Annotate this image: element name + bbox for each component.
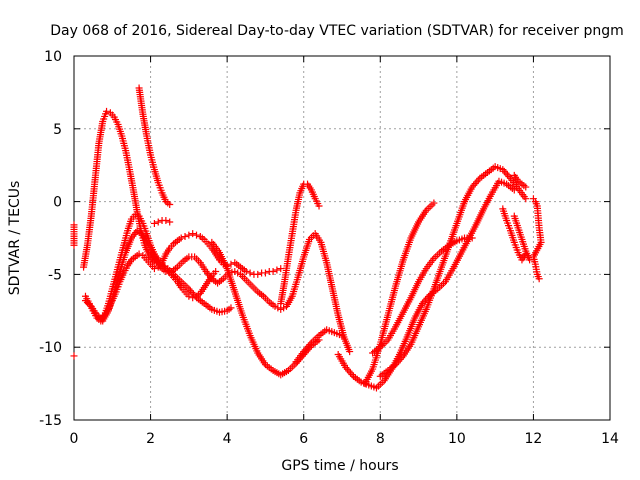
data-point — [277, 265, 285, 273]
data-point — [227, 304, 235, 312]
data-point — [162, 217, 170, 225]
x-tick-label: 10 — [448, 431, 466, 447]
data-point — [186, 287, 194, 295]
x-tick-label: 6 — [299, 431, 308, 447]
data-point — [522, 183, 530, 191]
x-tick-label: 8 — [376, 431, 385, 447]
data-point — [189, 294, 197, 302]
data-point — [522, 195, 530, 203]
data-point — [181, 233, 189, 241]
data-point — [468, 234, 476, 242]
y-tick-label: -10 — [39, 340, 62, 356]
y-axis-label: SDTVAR / TECUs — [7, 181, 23, 296]
data-point — [502, 169, 510, 177]
x-axis-label: GPS time / hours — [281, 458, 398, 474]
data-point — [103, 107, 111, 115]
data-point — [166, 201, 174, 209]
data-point — [189, 230, 197, 238]
chart-title: Day 068 of 2016, Sidereal Day-to-day VTE… — [50, 23, 624, 39]
x-tick-label: 14 — [601, 431, 619, 447]
data-point — [474, 176, 482, 184]
data-points — [70, 84, 545, 392]
data-point — [345, 367, 353, 375]
data-point — [150, 265, 158, 273]
data-point — [505, 173, 513, 181]
data-point — [185, 231, 193, 239]
y-tick-label: 10 — [44, 49, 62, 65]
x-tick-label: 12 — [525, 431, 543, 447]
data-point — [473, 178, 481, 186]
data-point — [535, 275, 543, 283]
data-point — [188, 288, 196, 296]
data-point — [269, 267, 277, 275]
data-point — [212, 267, 220, 275]
data-point — [315, 202, 323, 210]
data-point — [135, 250, 143, 258]
data-point — [346, 348, 354, 356]
y-tick-label: 0 — [53, 195, 62, 211]
data-point — [246, 269, 254, 277]
data-point — [338, 332, 346, 340]
data-point — [242, 267, 250, 275]
data-point — [177, 234, 185, 242]
x-tick-label: 4 — [223, 431, 232, 447]
data-point — [193, 231, 201, 239]
data-point — [471, 180, 479, 188]
x-tick-label: 2 — [146, 431, 155, 447]
axis-ticks: 0 2 4 6 8 10 12 14 -15 -10 -5 0 5 10 — [39, 49, 619, 447]
data-point — [346, 369, 354, 377]
data-point — [430, 199, 438, 207]
data-point — [166, 218, 174, 226]
data-point — [185, 292, 193, 300]
data-point — [150, 219, 158, 227]
data-point — [503, 171, 511, 179]
x-tick-label: 0 — [70, 431, 79, 447]
y-tick-label: -5 — [48, 267, 62, 283]
data-point — [154, 218, 162, 226]
data-point — [254, 270, 262, 278]
data-point — [273, 266, 281, 274]
data-point — [70, 352, 78, 360]
y-tick-label: -15 — [39, 413, 62, 429]
y-tick-label: 5 — [53, 122, 62, 138]
data-point — [261, 269, 269, 277]
data-point — [70, 241, 78, 249]
data-point — [131, 211, 139, 219]
data-point — [348, 371, 356, 379]
